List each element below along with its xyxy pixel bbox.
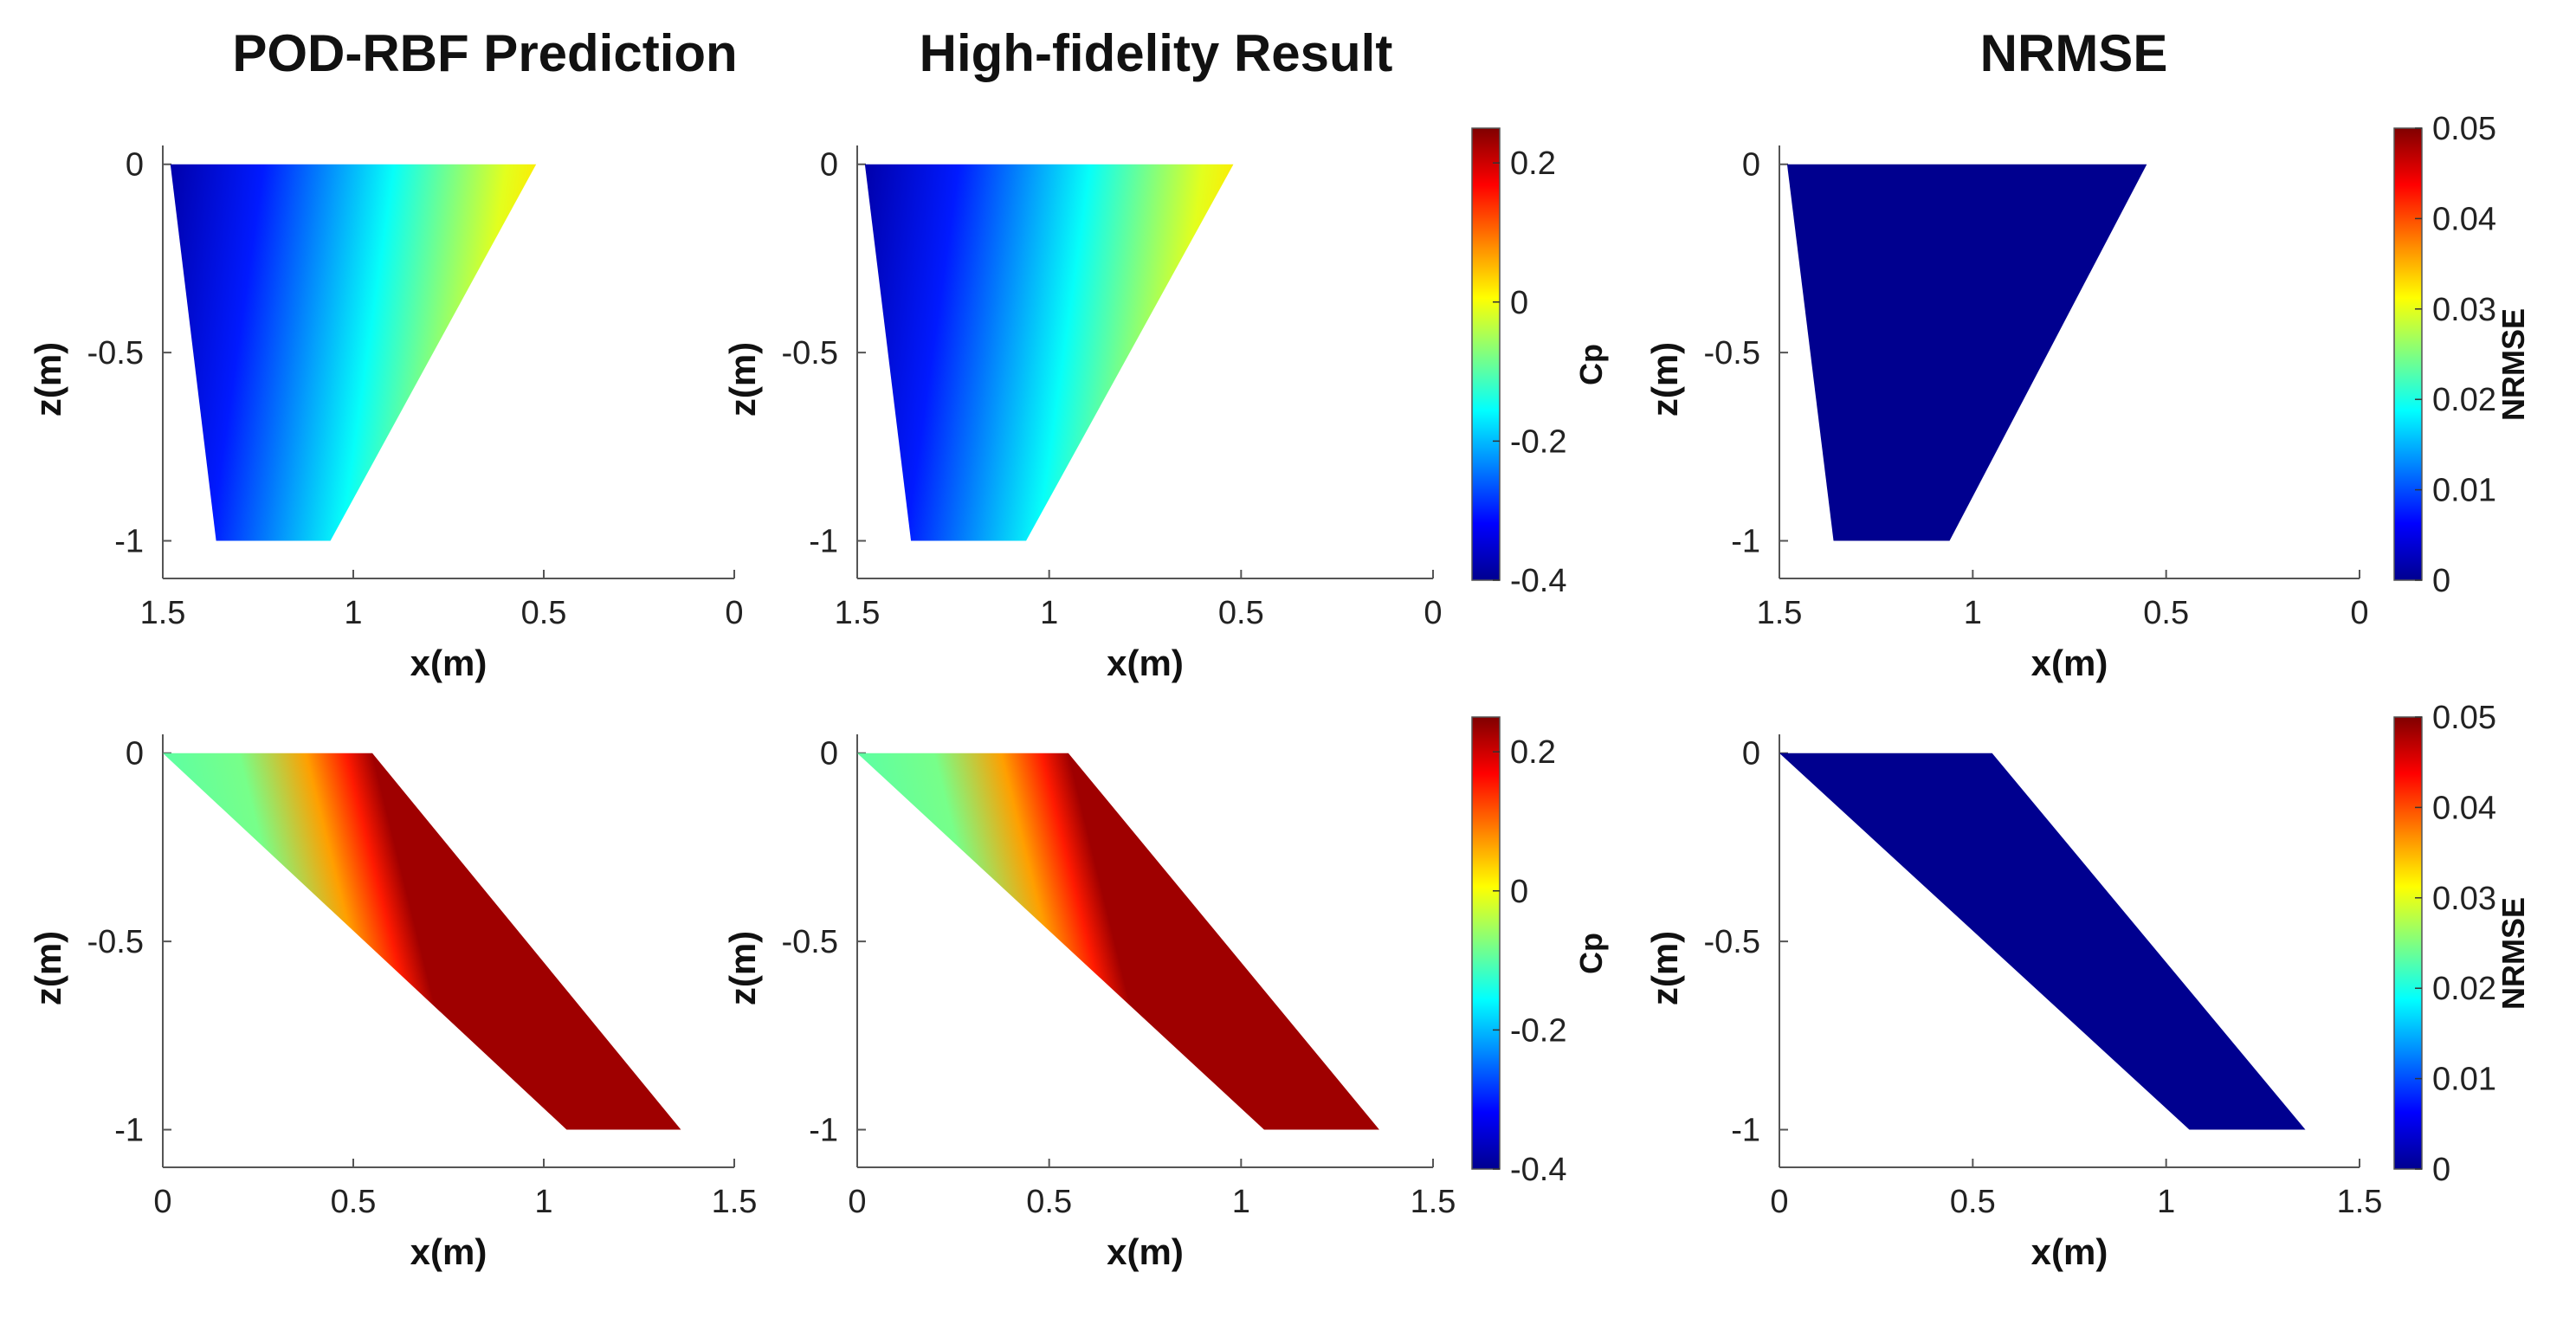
y-tick-label: -1: [114, 524, 144, 560]
x-tick-label: 1.5: [140, 595, 186, 631]
x-tick-label: 1.5: [712, 1184, 758, 1220]
x-axis-label: x(m): [2031, 1231, 2108, 1272]
panel-1-0: 0-0.5-10 0.5 1 1.5x(m)z(m): [28, 734, 757, 1272]
y-tick-label: -0.5: [1704, 335, 1760, 371]
colorbar-tick-label: 0.05: [2432, 700, 2496, 736]
x-tick-label: 0: [1770, 1184, 1788, 1220]
colorbar-label: Cp: [1573, 933, 1609, 974]
y-tick-label: 0: [1742, 147, 1760, 184]
y-tick-label: -1: [809, 1113, 838, 1149]
colorbar-tick-label: 0.03: [2432, 881, 2496, 917]
x-tick-label: 0: [2350, 595, 2368, 631]
cp-wing-surface: [857, 753, 1379, 1130]
x-tick-label: 1.5: [2337, 1184, 2383, 1220]
cp-wing-surface: [163, 753, 681, 1130]
x-tick-label: 0.5: [2143, 595, 2189, 631]
colorbar-tick-label: 0: [1510, 285, 1528, 321]
y-tick-label: -0.5: [782, 924, 838, 960]
colorbar-tick-label: -0.2: [1510, 423, 1566, 460]
cp-wing-surface: [170, 164, 537, 541]
x-tick-label: 1.5: [835, 595, 881, 631]
colorbar-tick-label: 0.01: [2432, 1062, 2496, 1098]
y-tick-label: -1: [114, 1113, 144, 1149]
y-tick-label: -0.5: [782, 335, 838, 371]
y-tick-label: 0: [1742, 736, 1760, 772]
x-tick-label: 0.5: [521, 595, 567, 631]
colorbar-tick-label: 0: [2432, 563, 2450, 599]
x-tick-label: 0.5: [1218, 595, 1264, 631]
column-title-high-fidelity: High-fidelity Result: [920, 24, 1393, 82]
panel-0-2: 0 -0.5 -1 1.5 1 0.5 0 x(m) z(m) 0.05 0.04 0.03 0.02 0…: [1644, 111, 2531, 683]
y-tick-label: -1: [1731, 524, 1760, 560]
colorbar: [2393, 716, 2423, 1170]
x-axis-label: x(m): [410, 1231, 487, 1272]
colorbar-label: NRMSE: [2495, 308, 2531, 421]
y-tick-label: -0.5: [87, 924, 144, 960]
x-axis-label: x(m): [2031, 643, 2108, 683]
x-axis-label: x(m): [1107, 643, 1184, 683]
cp-wing-surface: [864, 164, 1234, 541]
y-tick-label: 0: [126, 147, 144, 184]
colorbar: [1471, 127, 1501, 581]
x-tick-label: 0: [725, 595, 743, 631]
colorbar-tick-label: 0.02: [2432, 971, 2496, 1007]
x-tick-label: 1: [2157, 1184, 2175, 1220]
x-tick-label: 1: [1232, 1184, 1250, 1220]
colorbar-tick-label: 0.05: [2432, 111, 2496, 147]
x-tick-label: 1.5: [1757, 595, 1803, 631]
y-axis-label: z(m): [722, 931, 763, 1005]
colorbar-tick-label: 0: [2432, 1152, 2450, 1188]
y-axis-label: z(m): [1644, 931, 1685, 1005]
colorbar-tick-label: 0.03: [2432, 292, 2496, 328]
colorbar-label: Cp: [1573, 344, 1609, 385]
x-axis-label: x(m): [410, 643, 487, 683]
y-axis-label: z(m): [1644, 342, 1685, 417]
y-tick-label: 0: [126, 736, 144, 772]
panel-0-0: 0 -0.5 -1 1.5 1 0.5 0 x(m) z(m): [28, 145, 744, 683]
x-axis-label: x(m): [1107, 1231, 1184, 1272]
x-tick-label: 1: [344, 595, 362, 631]
colorbar: [1471, 716, 1501, 1170]
x-tick-label: 0: [1424, 595, 1442, 631]
colorbar-tick-label: 0: [1510, 874, 1528, 910]
x-tick-label: 0.5: [1950, 1184, 1996, 1220]
colorbar-tick-label: 0.2: [1510, 145, 1556, 182]
colorbar-tick-label: 0.01: [2432, 473, 2496, 509]
y-tick-label: 0: [820, 736, 838, 772]
x-tick-label: 0: [848, 1184, 866, 1220]
colorbar-tick-label: 0.04: [2432, 790, 2496, 826]
y-tick-label: -1: [809, 524, 838, 560]
colorbar-tick-label: -0.4: [1510, 563, 1566, 599]
x-tick-label: 1: [1040, 595, 1058, 631]
y-tick-label: -0.5: [87, 335, 144, 371]
y-tick-label: -1: [1731, 1113, 1760, 1149]
colorbar-label: NRMSE: [2495, 897, 2531, 1010]
x-tick-label: 1: [534, 1184, 552, 1220]
panel-1-1: 0 -0.5 -1 0 0.5 1 1.5 x(m) z(m) 0.2 0 -0.2 -0.4 Cp: [722, 716, 1609, 1272]
y-tick-label: 0: [820, 147, 838, 184]
colorbar-tick-label: -0.2: [1510, 1012, 1566, 1049]
x-tick-label: 1: [1964, 595, 1982, 631]
x-tick-label: 1.5: [1411, 1184, 1456, 1220]
panel-0-1: 0 -0.5 -1 1.5 1 0.5 0 x(m) z(m) 0.2 0 -0.2 -0.4 Cp: [722, 127, 1609, 683]
nrmse-wing-surface: [1786, 164, 2147, 541]
colorbar-tick-label: -0.4: [1510, 1152, 1566, 1188]
column-title-nrmse: NRMSE: [1980, 24, 2168, 82]
column-title-pod-rbf: POD-RBF Prediction: [232, 24, 737, 82]
panels: 0 -0.5 -1 1.5 1 0.5 0 x(m) z(m) 0 -0.5 -1 1.5 1 0.5 0 x(…: [28, 111, 2531, 1272]
x-tick-label: 0.5: [1026, 1184, 1072, 1220]
panel-1-2: 0 -0.5 -1 0 0.5 1 1.5 x(m) z(m) 0.05 0.04 0.03 0.02 0…: [1644, 700, 2531, 1272]
colorbar-tick-label: 0.04: [2432, 201, 2496, 237]
y-axis-label: z(m): [28, 931, 68, 1005]
nrmse-wing-surface: [1779, 753, 2306, 1130]
x-tick-label: 0.5: [331, 1184, 377, 1220]
y-axis-label: z(m): [722, 342, 763, 417]
colorbar-tick-label: 0.2: [1510, 734, 1556, 771]
y-axis-label: z(m): [28, 342, 68, 417]
colorbar-tick-label: 0.02: [2432, 382, 2496, 418]
x-tick-label: 0: [153, 1184, 171, 1220]
y-tick-label: -0.5: [1704, 924, 1760, 960]
colorbar: [2393, 127, 2423, 581]
